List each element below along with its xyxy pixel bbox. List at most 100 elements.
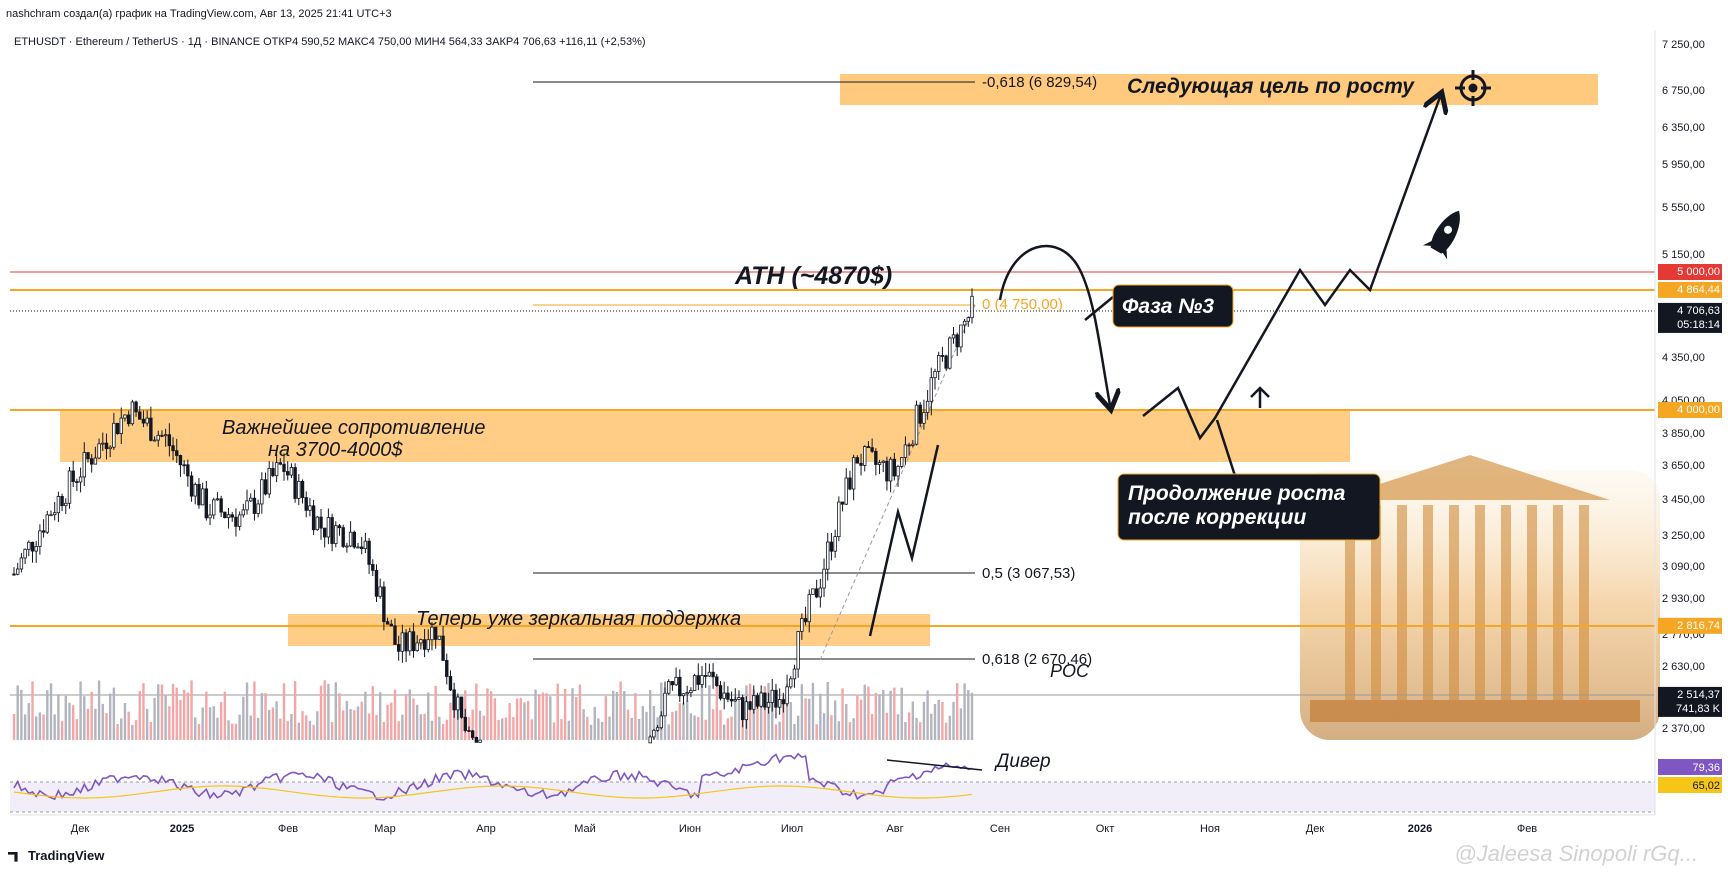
candle-body bbox=[730, 699, 733, 701]
candle-body bbox=[904, 445, 907, 458]
candle-body bbox=[305, 498, 308, 511]
volume-bar bbox=[53, 714, 55, 740]
candle-body bbox=[268, 468, 271, 494]
volume-bar bbox=[660, 683, 662, 740]
volume-bar bbox=[272, 707, 274, 740]
continuation-callout[interactable]: Продолжение роста после коррекции bbox=[1118, 474, 1380, 540]
volume-bar bbox=[812, 683, 814, 740]
candle-body bbox=[867, 447, 870, 448]
volume-bar bbox=[930, 714, 932, 740]
candle-body bbox=[845, 478, 848, 504]
candle-body bbox=[912, 444, 915, 445]
price-tick: 2 930,00 bbox=[1662, 593, 1705, 605]
volume-bar bbox=[213, 706, 215, 740]
volume-bar bbox=[168, 706, 170, 740]
volume-bar bbox=[353, 710, 355, 740]
rocket-icon bbox=[1423, 204, 1471, 260]
candle-body bbox=[201, 489, 204, 505]
volume-bar bbox=[586, 717, 588, 740]
volume-bar bbox=[475, 683, 477, 740]
candle-body bbox=[405, 633, 408, 651]
volume-bar bbox=[301, 711, 303, 740]
candle-body bbox=[209, 515, 212, 518]
candle-body bbox=[678, 677, 681, 695]
candle-body bbox=[960, 325, 963, 347]
time-tick: Фев bbox=[278, 823, 298, 835]
volume-bar bbox=[897, 714, 899, 740]
volume-bar bbox=[675, 711, 677, 740]
volume-bar bbox=[915, 718, 917, 740]
candle-body bbox=[205, 489, 208, 518]
price-badge-label: 2 816,74 bbox=[1677, 620, 1720, 632]
candle-body bbox=[882, 461, 885, 462]
candle-body bbox=[412, 632, 415, 651]
volume-bar bbox=[605, 696, 607, 740]
phase3-callout[interactable]: Фаза №3 bbox=[1113, 285, 1233, 327]
candle-body bbox=[416, 643, 419, 651]
candle-body bbox=[889, 459, 892, 481]
candle-body bbox=[915, 405, 918, 444]
volume-bar bbox=[934, 704, 936, 740]
phase-connector bbox=[1085, 297, 1113, 320]
volume-bar bbox=[24, 714, 26, 740]
volume-bar bbox=[631, 718, 633, 740]
volume-bar bbox=[324, 680, 326, 740]
volume-bar bbox=[250, 716, 252, 740]
candle-body bbox=[775, 690, 778, 707]
price-badge-label: 4 706,63 bbox=[1677, 305, 1720, 317]
volume-bar bbox=[231, 724, 233, 740]
volume-bar bbox=[901, 688, 903, 740]
volume-bar bbox=[416, 705, 418, 740]
volume-bar bbox=[867, 687, 869, 740]
price-badge-label: 4 000,00 bbox=[1677, 404, 1720, 416]
candle-body bbox=[664, 693, 667, 716]
volume-bar bbox=[738, 698, 740, 740]
volume-bar bbox=[505, 718, 507, 740]
volume-bar bbox=[423, 714, 425, 740]
candle-body bbox=[357, 547, 360, 548]
candle-body bbox=[364, 541, 367, 548]
volume-bar bbox=[671, 712, 673, 740]
volume-bar bbox=[808, 699, 810, 740]
temple-column bbox=[1527, 505, 1537, 700]
candle-body bbox=[719, 686, 722, 699]
candle-body bbox=[427, 640, 430, 650]
volume-bar bbox=[316, 711, 318, 740]
candle-body bbox=[760, 693, 763, 706]
volume-bar bbox=[427, 692, 429, 740]
volume-bar bbox=[963, 683, 965, 740]
candle-body bbox=[715, 677, 718, 686]
volume-bar bbox=[194, 717, 196, 740]
candle-body bbox=[752, 696, 755, 710]
volume-bar bbox=[926, 691, 928, 740]
candle-body bbox=[261, 480, 264, 504]
volume-bar bbox=[871, 714, 873, 740]
candle-body bbox=[738, 698, 741, 700]
candle-body bbox=[101, 443, 104, 444]
volume-bar bbox=[819, 694, 821, 740]
candle-body bbox=[346, 546, 349, 547]
volume-bar bbox=[827, 682, 829, 740]
volume-bar bbox=[693, 715, 695, 740]
rsi-panel[interactable] bbox=[10, 754, 1655, 812]
volume-bar bbox=[823, 713, 825, 740]
volume-bar bbox=[320, 686, 322, 740]
volume-bar bbox=[98, 680, 100, 740]
tradingview-brand[interactable]: TradingView bbox=[8, 848, 104, 863]
small-up-arrow bbox=[1251, 388, 1269, 408]
volume-bar bbox=[39, 712, 41, 740]
volume-bar bbox=[61, 721, 63, 740]
volume-bar bbox=[113, 688, 115, 740]
time-tick: Ноя bbox=[1200, 823, 1220, 835]
candle-body bbox=[290, 467, 293, 475]
time-tick: Май bbox=[574, 823, 596, 835]
volume-bar bbox=[153, 698, 155, 740]
volume-bar bbox=[261, 693, 263, 740]
candle-body bbox=[79, 477, 82, 482]
candle-body bbox=[468, 730, 471, 731]
candle-body bbox=[150, 418, 153, 440]
fib-05-label: 0,5 (3 067,53) bbox=[982, 565, 1075, 582]
price-badges: 5 000,004 864,444 706,6305:18:144 000,00… bbox=[1658, 264, 1722, 793]
candle-body bbox=[815, 589, 818, 597]
